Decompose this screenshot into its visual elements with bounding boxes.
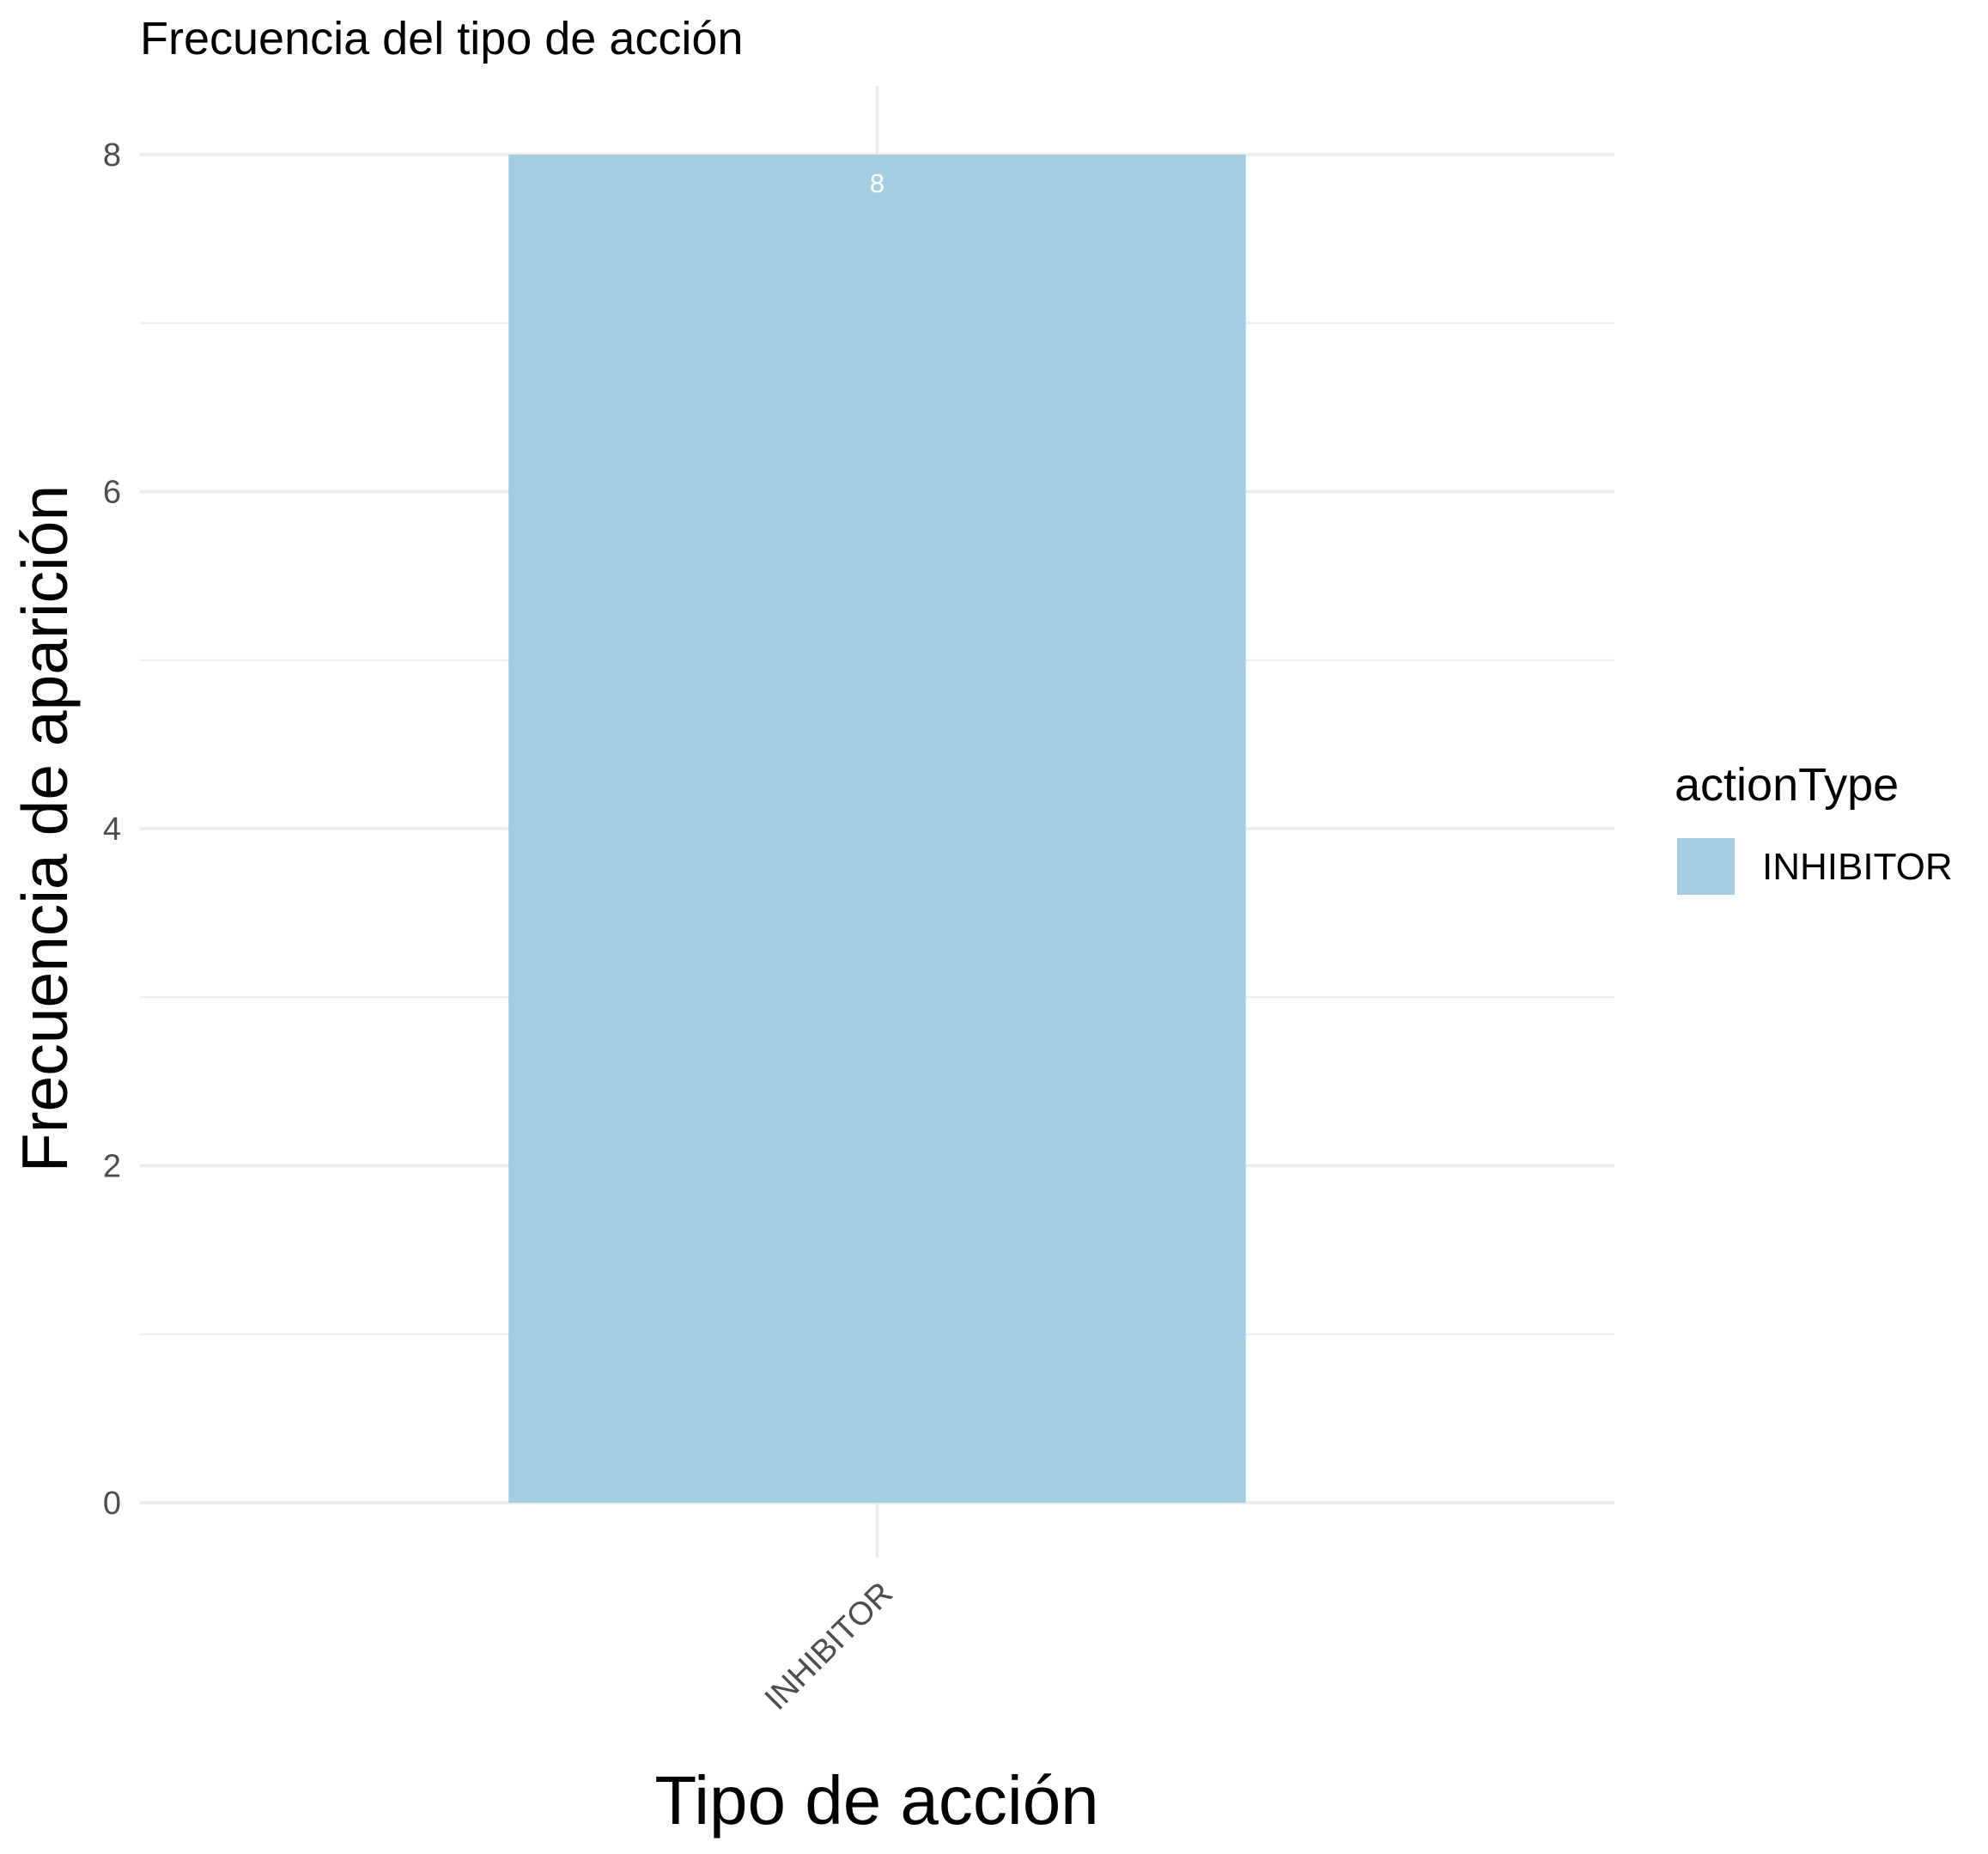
legend-items: INHIBITOR	[1677, 838, 1953, 895]
x-axis-tick-labels: INHIBITOR	[758, 1576, 900, 1717]
y-tick-label: 8	[103, 137, 121, 173]
legend-title: actionType	[1675, 759, 1899, 811]
bars	[508, 155, 1246, 1503]
y-axis-tick-labels: 0 2 4 6 8	[103, 137, 121, 1522]
bar-value-label: 8	[870, 168, 885, 198]
x-tick-label: INHIBITOR	[758, 1576, 900, 1717]
y-tick-label: 0	[103, 1486, 121, 1522]
y-tick-label: 2	[103, 1149, 121, 1185]
x-axis-title: Tipo de acción	[654, 1762, 1098, 1839]
y-tick-label: 6	[103, 475, 121, 511]
legend-key	[1677, 838, 1735, 895]
data-labels: 8	[870, 168, 885, 198]
chart-title: Frecuencia del tipo de acción	[140, 13, 743, 64]
y-axis-title: Frecuencia de aparición	[9, 485, 81, 1172]
bar	[508, 155, 1246, 1503]
y-tick-label: 4	[103, 812, 121, 848]
legend: actionType INHIBITOR	[1675, 759, 1953, 895]
legend-label: INHIBITOR	[1762, 846, 1953, 888]
